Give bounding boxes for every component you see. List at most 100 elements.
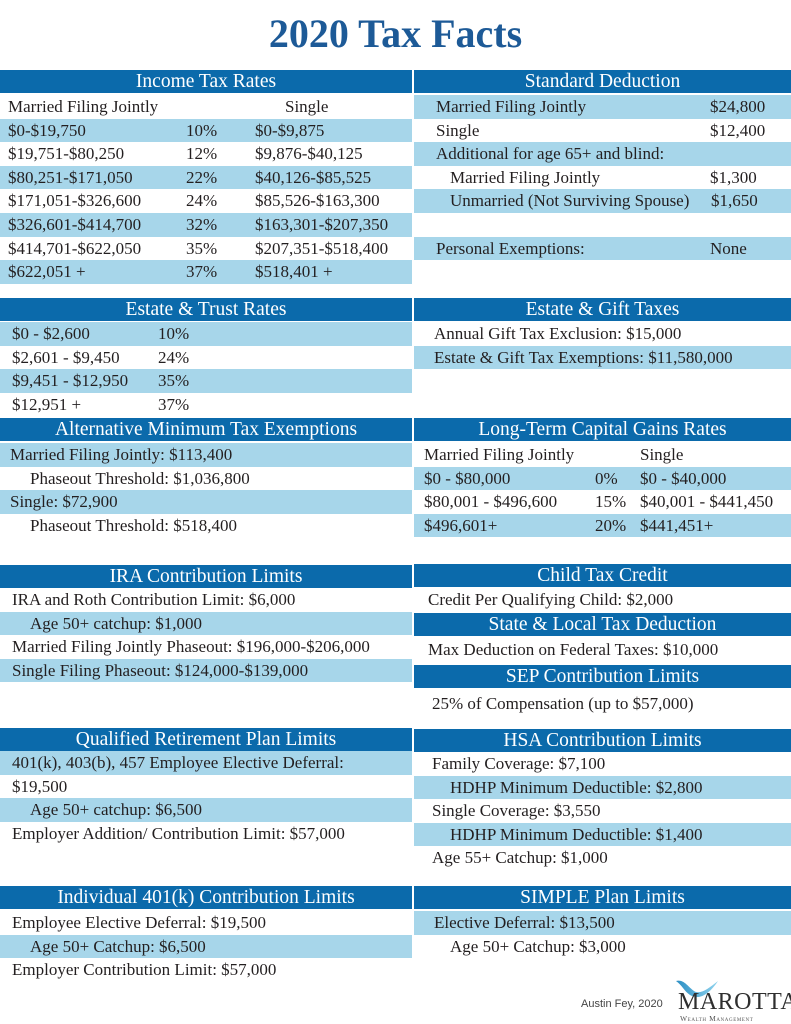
- table-row: Age 50+ Catchup: $3,000: [414, 935, 791, 959]
- row-value: 35%: [158, 371, 190, 391]
- row-label: $80,251-$171,050: [8, 167, 133, 187]
- row-value: 15%: [595, 492, 627, 512]
- table-row: $0-$19,750 10% $0-$9,875: [0, 118, 412, 143]
- row-label: $2,601 - $9,450: [12, 347, 120, 367]
- row-value: $1,300: [710, 167, 757, 187]
- row-value: $40,001 - $441,450: [640, 492, 774, 512]
- row-value: $9,876-$40,125: [255, 144, 363, 164]
- section-header: SEP Contribution Limits: [414, 665, 791, 688]
- table-row: Phaseout Threshold: $1,036,800: [0, 467, 412, 491]
- row-label: Single Coverage: $3,550: [432, 801, 601, 821]
- table-row: $12,951 + 37%: [0, 393, 412, 417]
- row-label: $0 - $80,000: [424, 468, 511, 488]
- table-row: $414,701-$622,050 35% $207,351-$518,400: [0, 237, 412, 261]
- table-row: Single Filing Phaseout: $124,000-$139,00…: [0, 658, 412, 683]
- row-value: $1,650: [711, 191, 758, 211]
- row-label: Phaseout Threshold: $518,400: [30, 515, 237, 535]
- row-label: Max Deduction on Federal Taxes: $10,000: [428, 640, 719, 659]
- section-header: Long-Term Capital Gains Rates: [414, 418, 791, 441]
- row-value: $24,800: [710, 97, 766, 116]
- row-label: HDHP Minimum Deductible: $1,400: [450, 824, 703, 844]
- row-value: 20%: [595, 515, 627, 535]
- row-value: $40,126-$85,525: [255, 167, 372, 187]
- section-header: HSA Contribution Limits: [414, 729, 791, 752]
- row-value: $12,400: [710, 120, 766, 140]
- row-label: Phaseout Threshold: $1,036,800: [30, 468, 250, 488]
- row-label: $0 - $2,600: [12, 324, 90, 343]
- table-row: $80,001 - $496,600 15% $40,001 - $441,450: [414, 490, 791, 514]
- table-row: 25% of Compensation (up to $57,000): [414, 692, 791, 716]
- row-label: Estate & Gift Tax Exemptions: $11,580,00…: [434, 347, 733, 367]
- table-row: Employee Elective Deferral: $19,500: [0, 911, 412, 935]
- table-row: Personal Exemptions: None: [414, 236, 791, 261]
- row-label: Employer Contribution Limit: $57,000: [12, 960, 277, 980]
- table-row: Estate & Gift Tax Exemptions: $11,580,00…: [414, 345, 791, 370]
- row-value: 22%: [186, 167, 218, 187]
- table-row: Single: $72,900: [0, 490, 412, 514]
- table-row: HDHP Minimum Deductible: $2,800: [414, 775, 791, 800]
- row-label: Single: $72,900: [10, 492, 118, 512]
- row-label: Married Filing Jointly: [424, 445, 575, 464]
- table-row: $326,601-$414,700 32% $163,301-$207,350: [0, 213, 412, 237]
- row-label: Single Filing Phaseout: $124,000-$139,00…: [12, 660, 309, 680]
- row-label: $414,701-$622,050: [8, 238, 142, 258]
- row-label: $80,001 - $496,600: [424, 492, 558, 512]
- row-label: $496,601+: [424, 515, 498, 535]
- row-value: 0%: [595, 468, 618, 488]
- table-row: Employer Addition/ Contribution Limit: $…: [0, 822, 412, 846]
- table-row: IRA and Roth Contribution Limit: $6,000: [0, 588, 412, 612]
- row-label: Married Filing Jointly: [450, 167, 601, 187]
- row-value: Single: [285, 97, 329, 116]
- table-row: [414, 213, 791, 237]
- table-row: Elective Deferral: $13,500: [414, 911, 791, 935]
- section-header: Individual 401(k) Contribution Limits: [0, 886, 412, 909]
- table-row: Single Coverage: $3,550: [414, 799, 791, 823]
- row-value: 24%: [158, 347, 190, 367]
- section-header: Estate & Gift Taxes: [414, 298, 791, 321]
- row-label: Elective Deferral: $13,500: [434, 913, 615, 932]
- row-label: Married Filing Jointly: [436, 97, 587, 116]
- section-header: Estate & Trust Rates: [0, 298, 412, 321]
- table-row: Age 50+ Catchup: $6,500: [0, 934, 412, 959]
- row-label: Age 50+ catchup: $1,000: [30, 613, 202, 633]
- row-label: IRA and Roth Contribution Limit: $6,000: [12, 590, 296, 609]
- table-row: $496,601+ 20% $441,451+: [414, 513, 791, 538]
- section-header: IRA Contribution Limits: [0, 565, 412, 588]
- row-label: Age 55+ Catchup: $1,000: [432, 848, 608, 868]
- marotta-logo: MAROTTA Wealth Management: [674, 979, 791, 1024]
- row-label: HDHP Minimum Deductible: $2,800: [450, 777, 703, 797]
- section-header: SIMPLE Plan Limits: [414, 886, 791, 909]
- table-row: Credit Per Qualifying Child: $2,000: [414, 588, 791, 612]
- row-label: Family Coverage: $7,100: [432, 754, 606, 773]
- row-label: Age 50+ Catchup: $6,500: [30, 936, 206, 956]
- table-row: Phaseout Threshold: $518,400: [0, 514, 412, 538]
- table-row: Married Filing Jointly Single: [414, 443, 791, 467]
- table-row: $2,601 - $9,450 24%: [0, 346, 412, 370]
- table-row: HDHP Minimum Deductible: $1,400: [414, 822, 791, 847]
- row-label: Employee Elective Deferral: $19,500: [12, 913, 266, 932]
- row-value: 10%: [186, 120, 218, 140]
- row-label: $12,951 +: [12, 394, 82, 414]
- row-label: $9,451 - $12,950: [12, 371, 129, 391]
- row-value: 24%: [186, 191, 218, 211]
- table-row: Unmarried (Not Surviving Spouse) $1,650: [414, 189, 791, 213]
- table-row: Married Filing Jointly Phaseout: $196,00…: [0, 635, 412, 659]
- table-row: $622,051 + 37% $518,401 +: [0, 260, 412, 284]
- table-row: Married Filing Jointly $24,800: [414, 95, 791, 119]
- table-row: Max Deduction on Federal Taxes: $10,000: [414, 638, 791, 662]
- row-label: Annual Gift Tax Exclusion: $15,000: [434, 324, 682, 343]
- row-value: $441,451+: [640, 515, 714, 535]
- row-value: $0 - $40,000: [640, 468, 727, 488]
- row-value: $85,526-$163,300: [255, 191, 380, 211]
- section-header: State & Local Tax Deduction: [414, 613, 791, 636]
- row-label: 25% of Compensation (up to $57,000): [432, 694, 694, 713]
- row-label: $19,751-$80,250: [8, 144, 125, 164]
- table-row: $9,451 - $12,950 35%: [0, 369, 412, 393]
- section-header: Income Tax Rates: [0, 70, 412, 93]
- row-label: Single: [436, 120, 480, 140]
- row-label: Credit Per Qualifying Child: $2,000: [428, 590, 674, 609]
- row-value: None: [710, 238, 747, 258]
- table-row: Married Filing Jointly Single: [0, 95, 412, 119]
- section-header: Standard Deduction: [414, 70, 791, 93]
